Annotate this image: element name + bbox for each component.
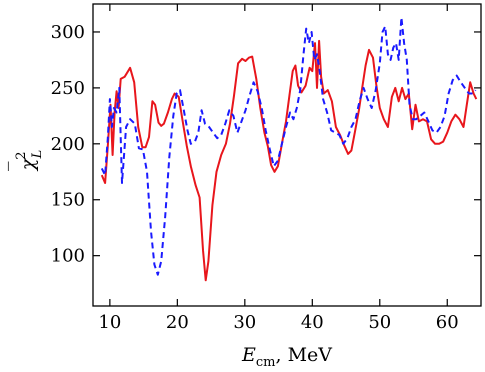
x-tick-label-10: 10: [98, 312, 121, 333]
y-axis-title: χ2L ‾: [5, 150, 45, 172]
y-axis-title-bar: ‾: [5, 161, 27, 171]
tick-layer: 10 20 30 40 50 60 100 150 200 250 300: [51, 4, 481, 333]
x-tick-label-50: 50: [368, 312, 391, 333]
x-axis-title: Ecm, MeV: [241, 344, 332, 370]
series-line-1: [100, 16, 477, 276]
series-layer: [100, 16, 478, 282]
plot-frame: [92, 3, 482, 307]
x-tick-label-40: 40: [301, 312, 324, 333]
x-axis-title-unit: , MeV: [275, 344, 332, 366]
y-tick-label-150: 150: [51, 190, 85, 211]
y-axis-title-main: χ: [17, 157, 39, 172]
x-axis-title-main: E: [241, 344, 256, 366]
x-axis-title-sub: cm: [256, 355, 276, 370]
y-axis-title-text: χ2L: [14, 150, 45, 172]
y-tick-label-250: 250: [51, 78, 85, 99]
y-tick-label-300: 300: [51, 22, 85, 43]
x-tick-label-30: 30: [233, 312, 256, 333]
series-line-0: [100, 39, 478, 282]
x-tick-label-60: 60: [436, 312, 459, 333]
y-tick-label-100: 100: [51, 246, 85, 267]
y-axis-title-sup: 2: [14, 151, 29, 159]
y-tick-label-200: 200: [51, 134, 85, 155]
x-tick-label-20: 20: [166, 312, 189, 333]
y-axis-title-sub: L: [30, 150, 45, 160]
